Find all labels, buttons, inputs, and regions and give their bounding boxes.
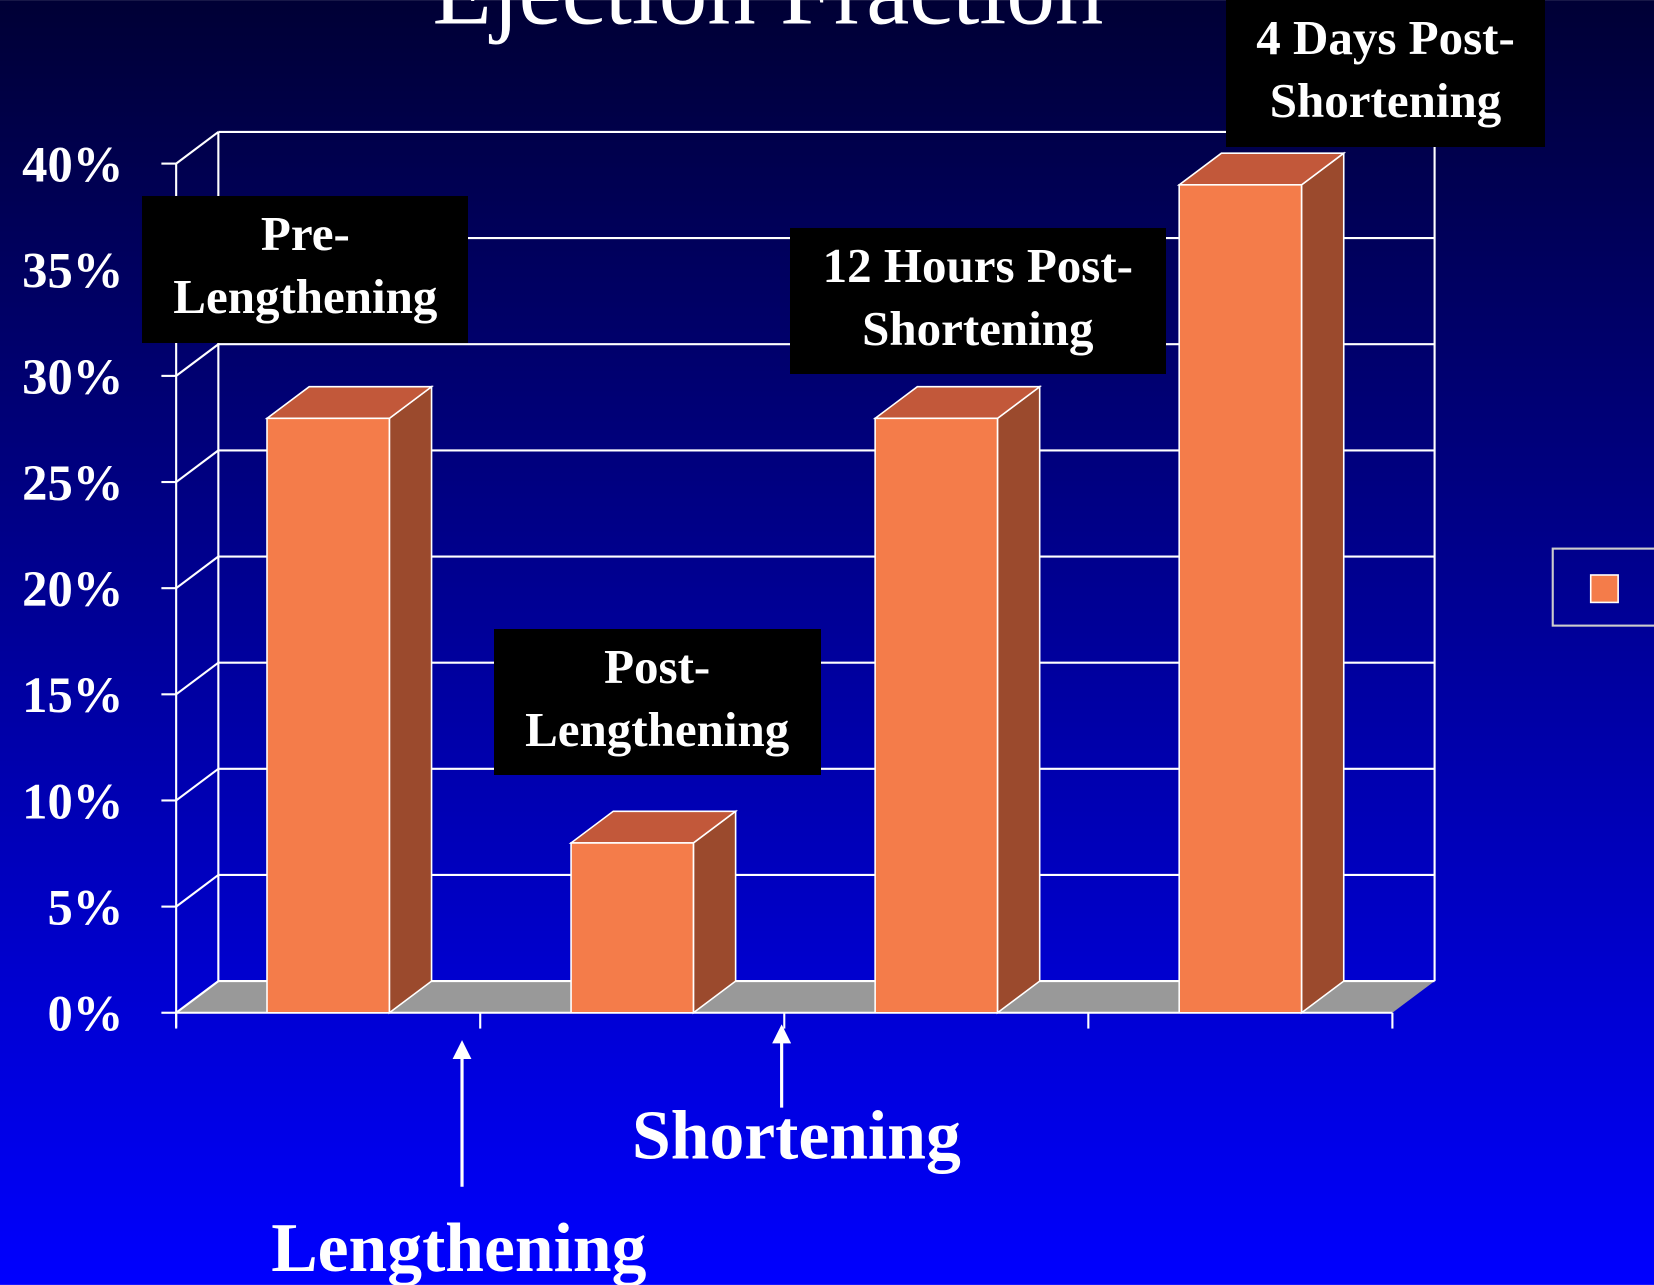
bar <box>1176 151 1347 1015</box>
y-tick-label: 10% <box>22 773 123 829</box>
bar-side <box>996 385 1041 1015</box>
grid-line <box>175 555 219 590</box>
bar <box>568 809 738 1015</box>
bar <box>264 385 434 1015</box>
bar-front <box>570 842 695 1014</box>
y-tick-label: 5% <box>47 880 123 936</box>
bar <box>872 385 1043 1015</box>
legend-swatch <box>1589 574 1619 604</box>
y-tick-label: 30% <box>22 349 123 405</box>
floor <box>176 981 1435 1013</box>
bar-side <box>1300 151 1345 1015</box>
category-label: 4 Days Post- Shortening <box>1225 0 1546 147</box>
chart-title: Ejection Fraction <box>432 0 1103 44</box>
grid-line <box>175 980 219 1014</box>
grid-line <box>175 661 219 696</box>
grid-line <box>175 874 219 908</box>
bar-front <box>266 417 391 1014</box>
y-tick-label: 35% <box>22 243 123 299</box>
grid-line <box>175 343 219 377</box>
grid-line <box>175 131 219 165</box>
grid-line <box>175 767 219 802</box>
bar-front <box>1178 184 1303 1014</box>
grid-line <box>175 449 219 483</box>
category-label: 12 Hours Post- Shortening <box>790 227 1166 375</box>
legend <box>1551 547 1654 627</box>
bar-side <box>388 385 433 1015</box>
bar-front <box>874 417 999 1014</box>
y-tick-label: 15% <box>22 667 123 723</box>
y-tick-label: 25% <box>22 455 123 511</box>
y-tick-label: 40% <box>22 137 123 193</box>
bar-side <box>692 809 737 1015</box>
annotation: Shortening <box>632 1097 961 1174</box>
y-tick-label: 0% <box>47 986 123 1042</box>
y-tick-label: 20% <box>22 561 123 617</box>
category-label: Pre- Lengthening <box>142 196 469 343</box>
annotation: Lengthening <box>271 1210 646 1285</box>
category-label: Post- Lengthening <box>493 628 821 776</box>
